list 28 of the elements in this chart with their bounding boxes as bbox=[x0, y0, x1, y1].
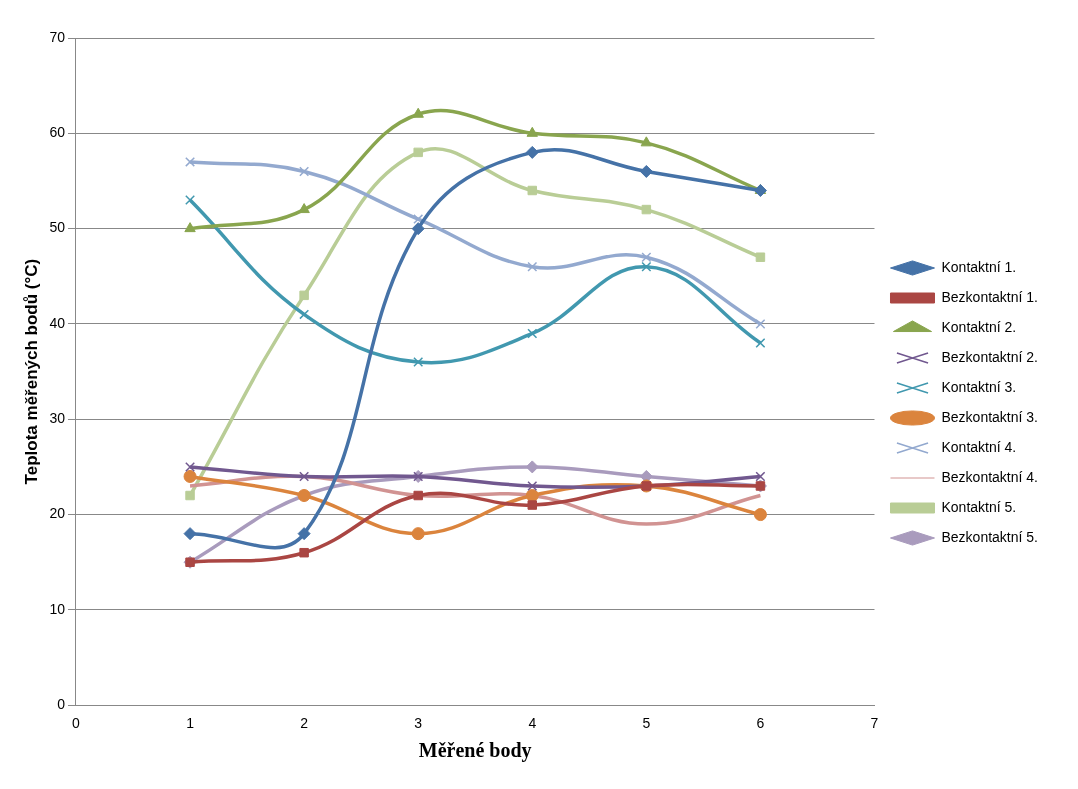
y-tick-label: 50 bbox=[49, 219, 66, 236]
x-tick-label: 2 bbox=[300, 715, 309, 732]
legend-label: Bezkontaktní 5. bbox=[941, 528, 1039, 545]
legend-label: Kontaktní 4. bbox=[941, 438, 1017, 455]
legend-label: Kontaktní 2. bbox=[941, 318, 1017, 335]
legend-label: Kontaktní 1. bbox=[941, 258, 1017, 275]
legend-label: Bezkontaktní 4. bbox=[941, 468, 1039, 485]
x-axis-title: Měřené body bbox=[418, 739, 532, 763]
legend-label: Bezkontaktní 1. bbox=[941, 288, 1039, 305]
legend-label: Bezkontaktní 3. bbox=[941, 408, 1039, 425]
y-tick-label: 60 bbox=[49, 124, 66, 141]
y-tick-label: 20 bbox=[49, 505, 66, 522]
x-tick-label: 0 bbox=[72, 715, 81, 732]
y-tick-label: 0 bbox=[57, 696, 66, 713]
x-tick-label: 1 bbox=[186, 715, 195, 732]
x-tick-label: 4 bbox=[528, 715, 537, 732]
y-tick-label: 40 bbox=[49, 314, 66, 331]
x-tick-label: 7 bbox=[870, 715, 879, 732]
legend-label: Kontaktní 3. bbox=[941, 378, 1017, 395]
legend-label: Bezkontaktní 2. bbox=[941, 348, 1039, 365]
legend-label: Kontaktní 5. bbox=[941, 498, 1017, 515]
x-tick-label: 3 bbox=[414, 715, 423, 732]
y-tick-label: 10 bbox=[49, 600, 66, 617]
y-tick-label: 30 bbox=[49, 410, 66, 427]
x-tick-label: 5 bbox=[642, 715, 651, 732]
y-tick-label: 70 bbox=[49, 28, 66, 45]
x-tick-label: 6 bbox=[756, 715, 765, 732]
y-axis-title: Teplota měřených bodů (°C) bbox=[21, 258, 41, 485]
